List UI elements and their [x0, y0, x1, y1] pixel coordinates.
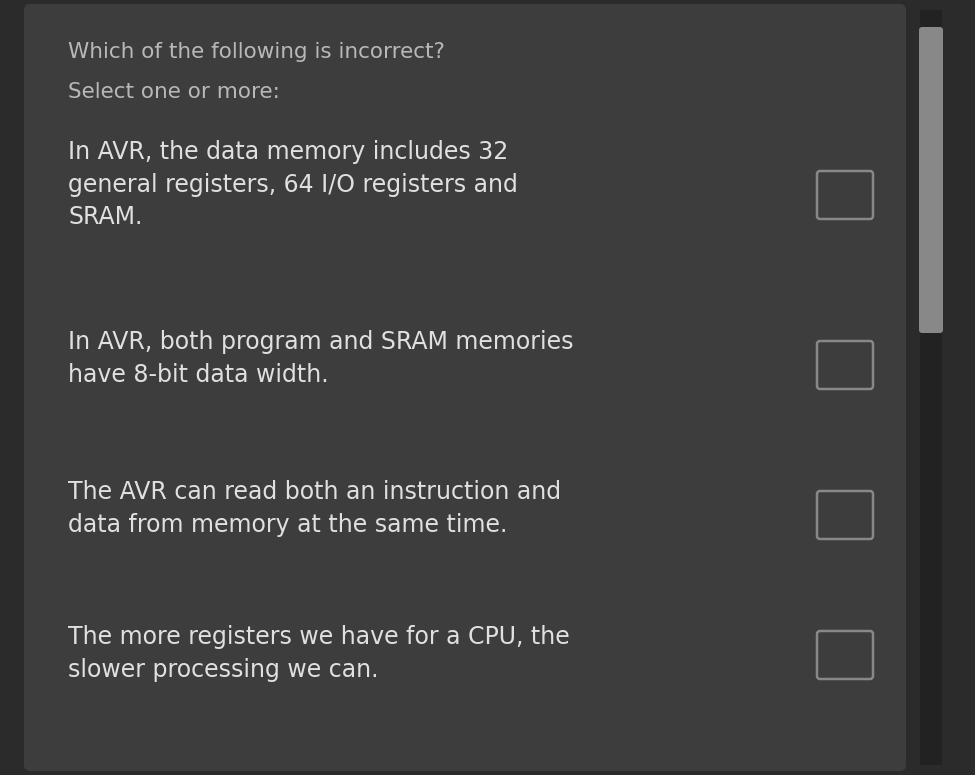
- FancyBboxPatch shape: [919, 27, 943, 333]
- Text: In AVR, both program and SRAM memories
have 8-bit data width.: In AVR, both program and SRAM memories h…: [68, 330, 573, 387]
- Text: The more registers we have for a CPU, the
slower processing we can.: The more registers we have for a CPU, th…: [68, 625, 569, 681]
- Bar: [920, 10, 942, 765]
- FancyBboxPatch shape: [24, 4, 906, 771]
- FancyBboxPatch shape: [817, 171, 873, 219]
- Text: The AVR can read both an instruction and
data from memory at the same time.: The AVR can read both an instruction and…: [68, 480, 562, 536]
- FancyBboxPatch shape: [817, 491, 873, 539]
- FancyBboxPatch shape: [817, 631, 873, 679]
- Text: Which of the following is incorrect?: Which of the following is incorrect?: [68, 42, 445, 62]
- Text: Select one or more:: Select one or more:: [68, 82, 280, 102]
- Text: In AVR, the data memory includes 32
general registers, 64 I/O registers and
SRAM: In AVR, the data memory includes 32 gene…: [68, 140, 518, 229]
- FancyBboxPatch shape: [817, 341, 873, 389]
